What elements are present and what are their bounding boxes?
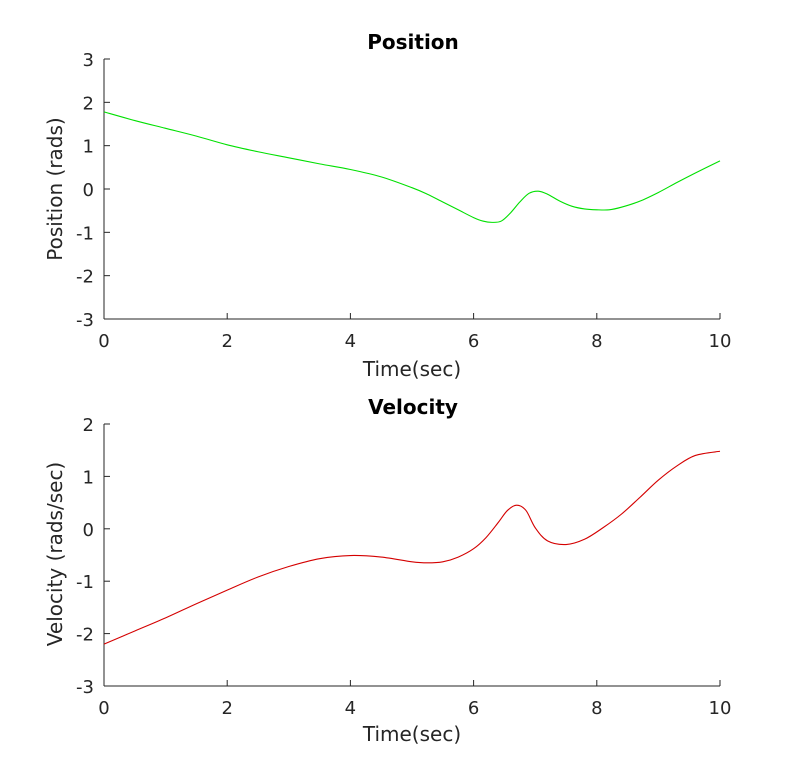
position-x-tick-label: 4 <box>345 331 356 352</box>
velocity-x-tick-label: 4 <box>345 698 356 719</box>
velocity-plot-axes: 0 2 4 6 8 10 -3 -2 -1 0 1 2 <box>76 415 731 719</box>
position-y-tick-label: -2 <box>76 267 94 288</box>
position-y-tick-label: 1 <box>83 137 94 158</box>
velocity-x-tick-label: 10 <box>709 698 732 719</box>
position-x-tick-label: 8 <box>591 331 602 352</box>
position-x-tick-label: 0 <box>98 331 109 352</box>
position-y-tick-label: 0 <box>83 180 94 201</box>
position-plot-xlabel: Time(sec) <box>362 357 461 381</box>
velocity-plot-title: Velocity <box>368 395 458 419</box>
velocity-y-tick-label: -2 <box>76 625 94 646</box>
position-plot-axes: 0 2 4 6 8 10 -3 -2 -1 0 1 2 3 <box>76 50 731 352</box>
velocity-x-tick-label: 8 <box>591 698 602 719</box>
velocity-plot-ylabel: Velocity (rads/sec) <box>43 462 67 646</box>
velocity-series-line <box>103 450 721 645</box>
position-y-tick-label: 3 <box>83 50 94 71</box>
position-x-tick-label: 6 <box>468 331 479 352</box>
position-x-tick-label: 2 <box>221 331 232 352</box>
velocity-y-tick-label: -3 <box>76 677 94 698</box>
velocity-plot-xlabel: Time(sec) <box>362 722 461 746</box>
velocity-x-tick-label: 2 <box>221 698 232 719</box>
velocity-y-tick-label: 0 <box>83 520 94 541</box>
position-plot-title: Position <box>367 30 459 54</box>
velocity-y-tick-label: -1 <box>76 572 94 593</box>
position-y-tick-label: 2 <box>83 93 94 114</box>
position-series-line <box>103 111 721 223</box>
position-plot: Position 0 2 4 6 8 10 -3 -2 -1 0 1 2 3 Time(sec) Pos… <box>43 30 731 381</box>
velocity-y-tick-label: 2 <box>83 415 94 436</box>
position-y-tick-label: -1 <box>76 223 94 244</box>
velocity-y-tick-label: 1 <box>83 467 94 488</box>
position-plot-ylabel: Position (rads) <box>43 117 67 260</box>
position-y-tick-label: -3 <box>76 310 94 331</box>
position-x-tick-label: 10 <box>709 331 732 352</box>
velocity-x-tick-label: 6 <box>468 698 479 719</box>
velocity-x-tick-label: 0 <box>98 698 109 719</box>
velocity-plot: Velocity 0 2 4 6 8 10 -3 -2 -1 0 1 2 Time(sec) Velo… <box>43 395 731 746</box>
